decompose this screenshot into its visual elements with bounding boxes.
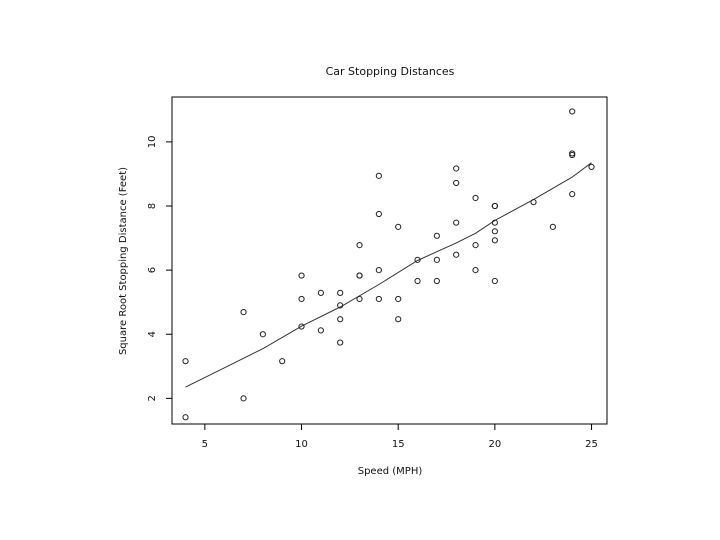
data-point: [317, 327, 324, 334]
x-tick-label: 10: [295, 439, 308, 450]
data-point: [395, 223, 402, 230]
data-point: [356, 272, 363, 279]
plot-frame: [171, 96, 608, 425]
data-point: [298, 295, 305, 303]
x-tick-label: 25: [585, 439, 598, 450]
data-point: [298, 323, 305, 330]
data-point: [569, 191, 576, 198]
data-point: [433, 277, 440, 285]
data-point: [375, 172, 382, 179]
data-point: [491, 237, 498, 244]
data-point: [395, 295, 402, 303]
y-axis: 2 4 6 8 10: [147, 136, 172, 402]
data-point: [569, 150, 576, 157]
data-point: [472, 267, 479, 274]
data-point: [356, 242, 363, 249]
data-point: [414, 256, 421, 263]
x-axis-label: Speed (MPH): [358, 466, 423, 477]
data-point: [279, 358, 286, 365]
y-tick-label: 8: [147, 203, 158, 209]
data-point: [491, 228, 498, 235]
x-tick-label: 20: [488, 439, 501, 450]
smoother-line: [185, 162, 592, 388]
data-point: [588, 163, 595, 170]
data-point: [375, 295, 382, 303]
y-tick-label: 2: [147, 395, 158, 401]
x-tick-label: 15: [392, 439, 405, 450]
data-point: [530, 199, 537, 206]
data-point: [433, 232, 440, 239]
data-point: [356, 295, 363, 303]
data-point: [259, 331, 266, 338]
data-point: [240, 395, 247, 402]
data-point: [337, 289, 344, 296]
x-tick-label: 5: [202, 439, 208, 450]
data-point: [569, 108, 576, 115]
data-point: [182, 414, 189, 421]
data-point: [182, 358, 189, 365]
data-point: [472, 242, 479, 249]
data-point: [491, 202, 498, 210]
data-point: [491, 219, 498, 226]
data-point: [453, 219, 460, 226]
data-point: [472, 194, 479, 202]
data-point: [491, 277, 498, 285]
y-tick-label: 4: [147, 331, 158, 337]
data-point: [453, 179, 460, 187]
data-point: [395, 316, 402, 323]
data-point: [375, 210, 382, 218]
data-point: [433, 256, 440, 263]
y-tick-label: 6: [147, 267, 158, 273]
data-point: [317, 289, 324, 296]
x-axis: 5 10 15 20 25: [202, 424, 598, 450]
data-point: [375, 267, 382, 274]
data-point: [298, 272, 305, 279]
data-point: [337, 316, 344, 323]
data-point: [414, 277, 421, 285]
chart-title: Car Stopping Distances: [326, 65, 455, 78]
data-point: [337, 339, 344, 346]
y-axis-label: Square Root Stopping Distance (Feet): [118, 167, 129, 355]
data-point: [240, 309, 247, 316]
data-point: [453, 251, 460, 258]
data-point: [549, 223, 556, 230]
data-point: [337, 302, 344, 309]
y-tick-label: 10: [147, 136, 158, 149]
data-points: [182, 108, 595, 421]
data-point: [453, 165, 460, 172]
